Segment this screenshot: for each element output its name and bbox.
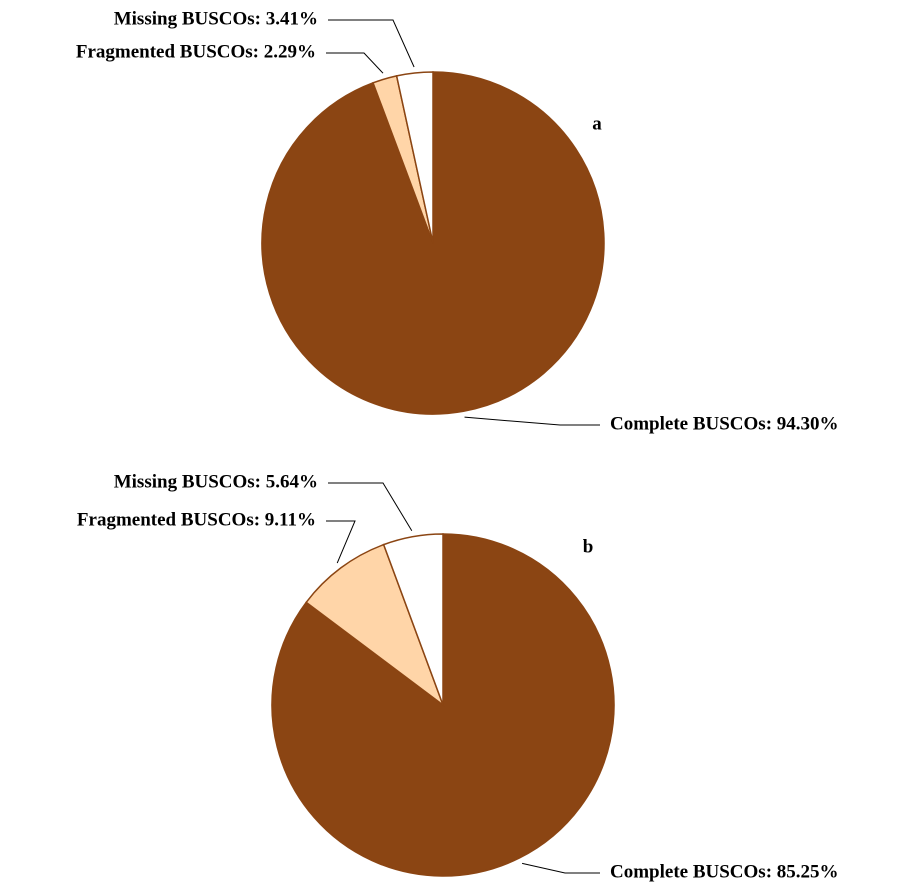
slice-label: Fragmented BUSCOs: 9.11%: [77, 509, 316, 530]
leader-line: [328, 19, 415, 68]
leader-line: [326, 520, 356, 564]
leader-line: [464, 416, 600, 426]
leader-line: [522, 862, 600, 874]
pie-slice: [395, 71, 434, 244]
pie-slice: [305, 543, 445, 708]
slice-label: Missing BUSCOs: 5.64%: [114, 471, 318, 492]
slice-label: Missing BUSCOs: 3.41%: [114, 8, 318, 29]
slice-label: Fragmented BUSCOs: 2.29%: [76, 41, 316, 62]
panel-label: b: [583, 536, 594, 557]
leader-line: [326, 52, 384, 74]
leader-line: [328, 482, 413, 532]
slice-label: Complete BUSCOs: 85.25%: [610, 861, 839, 882]
pie-slice: [382, 533, 444, 706]
panel-label: a: [592, 113, 602, 134]
slice-label: Complete BUSCOs: 94.30%: [610, 413, 839, 434]
